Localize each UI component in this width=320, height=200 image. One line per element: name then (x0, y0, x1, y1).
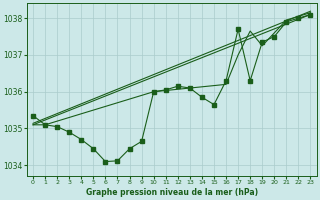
X-axis label: Graphe pression niveau de la mer (hPa): Graphe pression niveau de la mer (hPa) (86, 188, 258, 197)
